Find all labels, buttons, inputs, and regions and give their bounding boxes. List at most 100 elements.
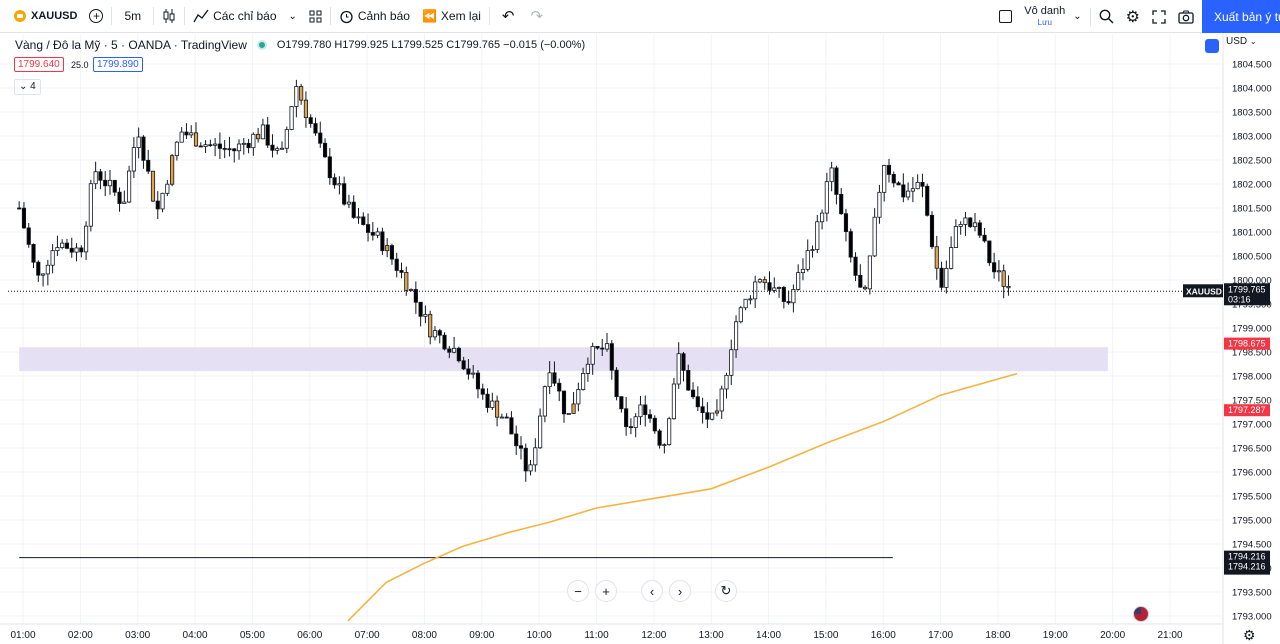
layout-title: Vô danh [1024, 4, 1066, 17]
candle-body [848, 231, 853, 258]
indicators-button[interactable]: Các chỉ báo [187, 0, 282, 33]
time-axis[interactable]: 01:00 02:00 03:00 04:00 05:00 06:00 07:00 08:00… [10, 630, 1182, 641]
candle-body [322, 142, 328, 158]
candle-body [98, 171, 103, 181]
candle-body [514, 433, 519, 447]
candle-body [346, 201, 352, 205]
search-button[interactable] [1093, 0, 1120, 33]
candle [982, 227, 987, 243]
candle [60, 239, 65, 250]
candle [88, 179, 93, 232]
candle [724, 372, 729, 399]
alert-button[interactable]: Cảnh báo [333, 0, 416, 33]
candle [781, 286, 786, 309]
templates-button[interactable] [303, 0, 328, 33]
layout-select[interactable]: Vô danh Lưu ⌄ [993, 0, 1087, 33]
settings-button[interactable]: ⚙ [1120, 0, 1146, 33]
candle-body [88, 183, 93, 227]
candle [800, 258, 806, 281]
candle [21, 202, 27, 229]
candle-body [929, 214, 935, 248]
candle [848, 228, 853, 263]
candle-body [667, 418, 672, 446]
candle-body [700, 406, 705, 414]
time-tick-label: 21:00 [1157, 630, 1182, 641]
alert-label: Cảnh báo [357, 9, 410, 23]
chart-type-button[interactable] [156, 0, 182, 33]
candle [69, 237, 74, 258]
candle-body [170, 155, 175, 185]
candle [217, 132, 222, 160]
redo-button[interactable]: ↷ [524, 0, 549, 33]
candle-body [581, 373, 586, 390]
candle [533, 438, 538, 472]
candle-body [432, 330, 438, 338]
candle [719, 385, 724, 419]
candle [356, 208, 361, 224]
candle [753, 275, 758, 309]
last-price-label-text: 03:16 [1228, 294, 1251, 304]
indicators-toggle[interactable]: ⌄ 4 [14, 79, 41, 95]
candle-body [915, 181, 920, 190]
currency-selector[interactable]: USD ⌄ [1226, 36, 1257, 47]
chevron-down-icon: ⌄ [1249, 37, 1257, 46]
symbol-search[interactable]: XAUUSD [0, 0, 83, 33]
candle-body [561, 390, 567, 415]
axis-settings-button[interactable]: ⚙ [1243, 627, 1256, 644]
candle-body [222, 148, 227, 150]
candle-body [394, 258, 399, 271]
zoom-out-button[interactable]: − [567, 580, 589, 602]
candle [437, 328, 442, 344]
candle [681, 351, 686, 382]
candle-body [275, 148, 280, 151]
add-symbol-button[interactable]: + [83, 0, 109, 33]
candle-body [289, 106, 294, 130]
sell-price-button[interactable]: 1799.640 [14, 57, 64, 72]
scroll-left-button[interactable]: ‹ [641, 580, 663, 602]
interval-button[interactable]: 5m [124, 9, 142, 23]
candle [213, 138, 218, 157]
candle [389, 243, 395, 265]
candle-body [518, 445, 524, 449]
candle [456, 346, 461, 363]
buy-price-button[interactable]: 1799.890 [93, 57, 143, 72]
us-flag-icon[interactable] [1133, 606, 1149, 622]
publish-idea-button[interactable]: Xuất bản ý tư [1202, 0, 1280, 33]
undo-button[interactable]: ↶ [492, 0, 525, 33]
candle [977, 220, 982, 238]
candle-body [198, 145, 203, 148]
candle [351, 195, 356, 219]
snapshot-button[interactable] [1172, 0, 1200, 33]
price-tick-label: 1796.000 [1232, 468, 1272, 479]
candle-body [131, 147, 136, 172]
chevron-down-icon: ⌄ [1073, 11, 1082, 22]
candle [791, 284, 796, 313]
indicators-dropdown[interactable]: ⌄ [283, 0, 303, 33]
candle [136, 127, 141, 159]
candle [700, 397, 705, 424]
zoom-in-button[interactable]: + [595, 580, 617, 602]
candle-body [337, 183, 342, 186]
fullscreen-button[interactable] [1146, 0, 1172, 33]
candle [342, 176, 347, 206]
candle [738, 305, 743, 324]
candle-body [475, 372, 481, 390]
candle-body [710, 412, 715, 420]
candle-body [184, 131, 189, 136]
candle [466, 359, 471, 380]
replay-button[interactable]: ⏪ Xem lại [416, 0, 487, 33]
candle [690, 382, 696, 400]
candle [552, 361, 557, 387]
reset-chart-button[interactable]: ↻ [715, 580, 737, 602]
legend-title[interactable]: Vàng / Đô la Mỹ · 5 · OANDA · TradingVie… [15, 38, 247, 52]
candle-body [949, 247, 954, 269]
rewind-icon: ⏪ [421, 9, 437, 23]
candle [1001, 264, 1006, 299]
scroll-right-button[interactable]: › [669, 580, 691, 602]
candle [150, 170, 156, 203]
candle-body [815, 221, 820, 250]
sync-icon[interactable] [1205, 39, 1219, 53]
candle [480, 383, 485, 400]
candle-body [480, 388, 485, 395]
